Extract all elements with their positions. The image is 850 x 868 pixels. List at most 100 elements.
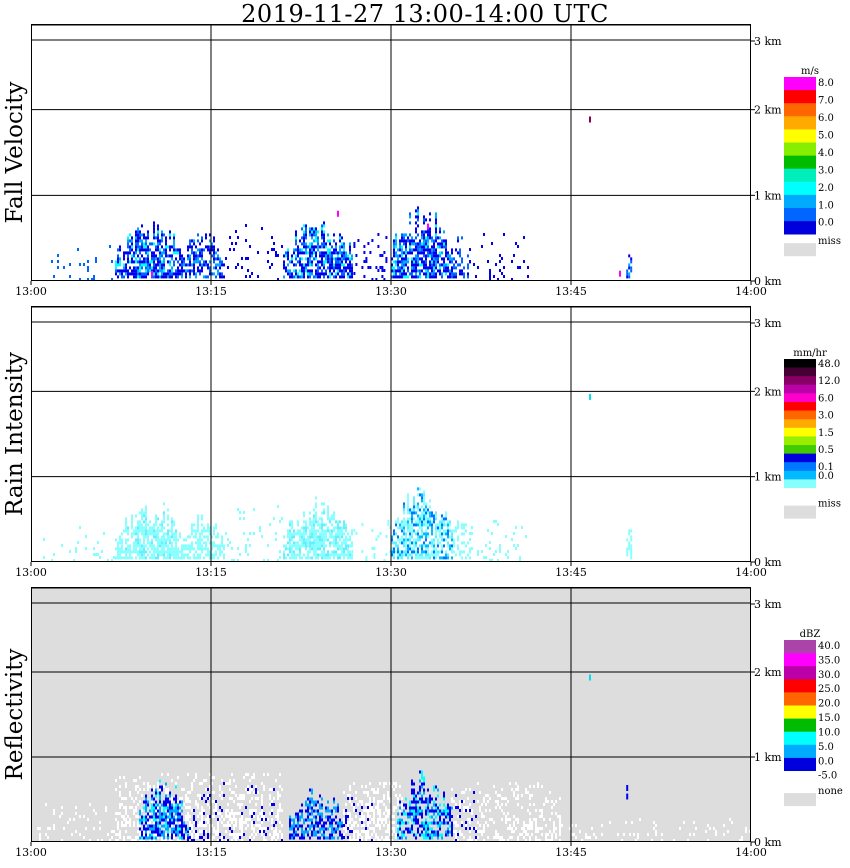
echo-cell [421,553,423,557]
echo-cell [513,791,515,794]
echo-cell [551,812,553,815]
echo-cell [481,815,483,818]
echo-cell [630,260,633,264]
echo-cell [151,553,153,557]
echo-cell [271,800,273,803]
echo-cell [161,266,163,270]
echo-cell [333,806,335,810]
echo-cell [425,508,427,512]
echo-cell [655,830,657,833]
echo-cell [399,821,401,825]
echo-cell [195,535,197,539]
echo-cell [399,239,401,243]
echo-cell [401,523,403,527]
echo-cell [141,248,143,252]
echo-cell [163,556,165,560]
echo-cell [501,272,503,275]
echo-cell [369,821,371,824]
echo-cell [499,544,501,547]
echo-cell [401,812,403,816]
echo-cell [235,794,237,797]
echo-cell [463,266,465,270]
echo-cell [193,815,195,818]
echo-cell [323,236,325,240]
echo-cell [183,263,185,267]
echo-cell [157,836,159,839]
echo-cell [111,260,113,263]
echo-cell [463,526,465,530]
echo-cell [207,553,209,557]
echo-cell [443,263,445,267]
echo-cell [433,818,435,822]
echo-cell [501,788,503,791]
echo-cell [157,556,159,560]
colorbar-swatch [784,427,816,437]
echo-cell [143,526,145,530]
echo-cell [291,836,293,840]
colorbar-label: 1.5 [818,428,834,439]
echo-cell [207,248,209,252]
echo-cell [237,559,239,562]
echo-cell [441,239,443,243]
y-tick-label: 3 km [754,598,782,611]
echo-cell [135,275,137,279]
echo-cell [441,251,443,255]
echo-cell [211,836,213,839]
echo-cell [169,818,171,822]
echo-cell [163,248,165,252]
echo-cell [339,239,341,243]
echo-cell [155,275,157,279]
echo-cell [139,272,141,276]
echo-cell [185,800,187,803]
echo-cell [439,535,441,539]
echo-cell [559,818,561,821]
echo-cell [341,257,343,261]
echo-cell [445,263,447,267]
echo-cell [347,272,349,276]
echo-cell [201,550,203,554]
echo-cell [221,791,223,794]
echo-cell [361,815,363,818]
echo-cell [439,230,441,234]
echo-cell [145,535,147,539]
echo-cell [417,218,419,222]
echo-cell [329,257,331,261]
echo-cell [213,836,215,839]
echo-cell [379,800,381,803]
echo-cell [339,236,341,240]
echo-cell [449,809,451,813]
echo-cell [151,254,153,258]
echo-cell [157,260,159,264]
echo-cell [329,517,331,521]
echo-cell [415,260,417,264]
echo-cell [429,541,431,545]
echo-cell [177,776,179,779]
echo-cell [626,538,629,542]
echo-cell [339,824,341,828]
echo-cell [445,529,447,533]
echo-cell [237,547,239,550]
echo-cell [399,245,401,249]
echo-cell [626,272,629,276]
echo-cell [179,836,181,840]
echo-cell [221,839,223,842]
echo-cell [325,242,327,246]
echo-cell [435,815,437,819]
echo-cell [151,257,153,261]
echo-cell [289,818,291,822]
echo-cell [151,556,153,560]
echo-cell [275,833,277,836]
echo-cell [405,806,407,810]
echo-cell [315,245,317,249]
echo-cell [423,499,425,503]
echo-cell [355,254,358,257]
echo-cell [343,266,345,270]
echo-cell [693,833,695,836]
colorbar-swatch [784,679,816,693]
echo-cell [421,496,423,500]
echo-cell [167,538,169,542]
echo-cell [239,806,241,809]
echo-cell [323,224,325,228]
echo-cell [153,830,155,834]
echo-cell [161,541,163,545]
